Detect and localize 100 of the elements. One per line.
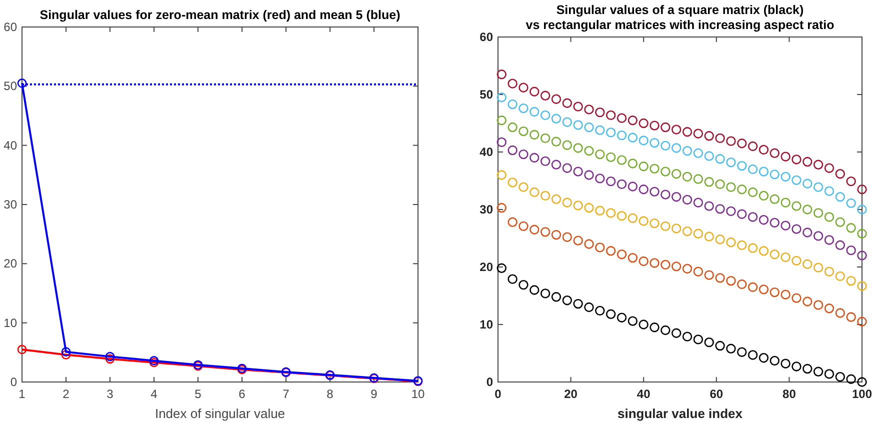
- point: [638, 256, 648, 266]
- point: [551, 114, 562, 124]
- point: [813, 182, 824, 192]
- y-tick-label: 40: [4, 138, 18, 152]
- point: [758, 215, 769, 225]
- point: [846, 198, 856, 208]
- point: [693, 128, 704, 138]
- point: [638, 118, 648, 128]
- point: [562, 296, 572, 306]
- point: [518, 221, 528, 232]
- point: [606, 246, 616, 256]
- point: [17, 344, 27, 354]
- point: [726, 136, 736, 146]
- point: [693, 228, 704, 238]
- point: [693, 148, 704, 158]
- point: [748, 282, 758, 292]
- point: [616, 250, 627, 260]
- point: [660, 221, 670, 232]
- y-tick-label: 60: [4, 20, 18, 34]
- point: [748, 187, 758, 198]
- point: [813, 160, 824, 170]
- point: [813, 208, 824, 218]
- point: [813, 366, 824, 376]
- point: [616, 155, 627, 165]
- point: [857, 250, 867, 260]
- point: [672, 169, 682, 179]
- point: [802, 259, 812, 269]
- point: [562, 140, 572, 150]
- point: [770, 287, 780, 298]
- point: [704, 177, 714, 187]
- point: [595, 206, 605, 216]
- point: [650, 218, 660, 228]
- point: [824, 163, 834, 173]
- point: [802, 178, 812, 188]
- point: [518, 182, 528, 192]
- point: [835, 192, 846, 202]
- point: [672, 328, 682, 338]
- point: [758, 144, 769, 155]
- point: [748, 164, 758, 174]
- y-tick-label: 50: [480, 88, 494, 102]
- point: [672, 143, 682, 153]
- point: [606, 176, 616, 186]
- point: [508, 217, 518, 227]
- y-tick-label: 10: [480, 318, 494, 332]
- point: [682, 264, 692, 274]
- point: [857, 281, 867, 291]
- point: [715, 234, 725, 244]
- point: [682, 226, 692, 236]
- point: [737, 347, 747, 357]
- point: [660, 325, 670, 336]
- point: [693, 266, 704, 276]
- point: [792, 154, 802, 164]
- point: [616, 210, 627, 221]
- point: [758, 190, 769, 201]
- point: [616, 312, 627, 322]
- chart-title: Singular values of a square matrix (black) vs rectangular matrices with increasing aspect ratio: [526, 3, 835, 32]
- point: [61, 350, 71, 360]
- point: [573, 143, 583, 153]
- y-tick-label: 30: [4, 198, 18, 212]
- point: [540, 133, 550, 144]
- x-axis-title: singular value index: [618, 406, 744, 421]
- point: [715, 133, 725, 144]
- point: [628, 182, 638, 192]
- point: [584, 146, 594, 156]
- point: [672, 124, 682, 134]
- point: [638, 320, 648, 330]
- point: [540, 90, 550, 100]
- point: [780, 290, 790, 300]
- point: [562, 117, 572, 127]
- point: [802, 228, 812, 238]
- point: [660, 166, 670, 176]
- point: [726, 206, 736, 216]
- point: [628, 252, 638, 263]
- point: [704, 232, 714, 242]
- x-axis-title: Index of singular value: [154, 406, 286, 421]
- point: [770, 148, 780, 158]
- point: [573, 298, 583, 309]
- x-tick-label: 0: [494, 387, 502, 401]
- point: [530, 130, 540, 140]
- point: [660, 122, 670, 132]
- x-tick-label: 100: [852, 387, 872, 401]
- point: [748, 350, 758, 360]
- point: [780, 358, 790, 368]
- x-tick-label: 6: [238, 387, 246, 401]
- point: [650, 164, 660, 174]
- point: [606, 110, 616, 120]
- point: [638, 162, 648, 172]
- point: [61, 347, 71, 356]
- point: [530, 224, 540, 234]
- point: [562, 232, 572, 242]
- point: [105, 352, 115, 362]
- point: [508, 178, 518, 188]
- point: [835, 217, 846, 227]
- point: [562, 98, 572, 108]
- point: [638, 216, 648, 226]
- x-tick-label: 20: [564, 387, 578, 401]
- point: [518, 149, 528, 160]
- point: [824, 304, 834, 314]
- point: [792, 224, 802, 234]
- point: [606, 309, 616, 319]
